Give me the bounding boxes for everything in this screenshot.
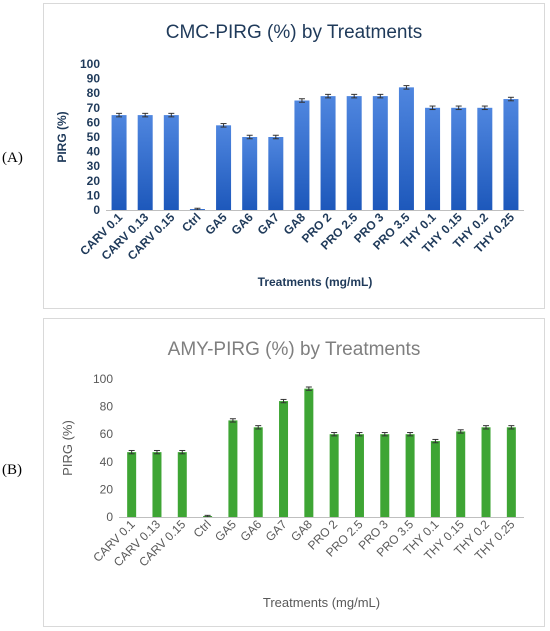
y-tick-label: 0 — [93, 203, 100, 217]
category-label: GA6 — [237, 517, 264, 544]
error-bar — [325, 93, 332, 99]
y-axis-label: PIRG (%) — [60, 420, 75, 476]
error-bar — [246, 134, 253, 140]
error-bar — [298, 98, 305, 103]
bar — [228, 420, 238, 517]
error-bar — [305, 386, 312, 391]
error-bar — [457, 429, 464, 434]
bar — [425, 107, 441, 210]
bar — [268, 137, 284, 210]
bar — [380, 434, 390, 517]
category-label: GA7 — [263, 517, 290, 544]
bar — [279, 401, 289, 517]
bar — [163, 115, 179, 210]
error-bar — [229, 418, 236, 423]
chart-amy-pirg-plot: AMY-PIRG (%) by Treatments 0 20 40 60 80 100 PI… — [60, 339, 524, 610]
category-label: GA5 — [202, 210, 230, 238]
bar — [503, 99, 519, 210]
bar — [216, 125, 232, 210]
error-bar — [429, 105, 436, 111]
bar — [329, 434, 339, 517]
bar — [477, 107, 493, 210]
y-tick-label: 100 — [80, 57, 100, 71]
bar — [456, 431, 466, 517]
error-bar — [331, 432, 338, 437]
panel-label-a: (A) — [2, 150, 23, 166]
y-tick-label: 0 — [106, 510, 113, 524]
error-bar — [483, 425, 490, 430]
y-tick-label: 20 — [87, 174, 101, 188]
error-bar — [116, 112, 123, 118]
bar — [506, 427, 516, 517]
bar — [152, 452, 162, 517]
bar — [346, 96, 362, 210]
bar — [372, 96, 388, 210]
y-tick-label: 60 — [100, 427, 114, 441]
bar — [294, 100, 310, 210]
error-bar — [255, 425, 262, 430]
y-tick-label: 60 — [87, 115, 101, 129]
category-label: Ctrl — [191, 517, 214, 540]
y-tick-label: 50 — [87, 130, 101, 144]
chart-cmc-pirg-plot: CMC-PIRG (%) by Treatments 01020304050607… — [55, 22, 524, 289]
bar — [320, 96, 336, 210]
error-bar — [407, 432, 414, 437]
y-tick-label: 90 — [87, 72, 101, 86]
y-tick-label: 80 — [87, 86, 101, 100]
bar — [111, 115, 127, 210]
y-tick-label: 10 — [87, 188, 101, 202]
error-bar — [351, 93, 358, 99]
chart-title: AMY-PIRG (%) by Treatments — [168, 339, 421, 360]
error-bar — [377, 93, 384, 99]
bar — [405, 434, 415, 517]
bar — [137, 115, 153, 210]
chart-title: CMC-PIRG (%) by Treatments — [166, 22, 423, 43]
x-axis-label: Treatments (mg/mL) — [258, 275, 373, 289]
error-bar — [153, 449, 160, 455]
error-bar — [403, 85, 410, 90]
bar — [398, 87, 414, 210]
error-bar — [220, 123, 227, 128]
bar — [481, 427, 491, 517]
error-bar — [356, 432, 363, 437]
bar — [354, 434, 364, 517]
chart-cmc-pirg: CMC-PIRG (%) by Treatments 0 10 20 30 40 50 60 7… — [43, 3, 545, 309]
panel-label-b: (B) — [2, 462, 22, 478]
bar — [177, 452, 187, 517]
y-tick-label: 20 — [100, 482, 114, 496]
bar — [451, 107, 467, 210]
error-bar — [481, 105, 488, 111]
bar — [304, 388, 314, 517]
error-bar — [179, 449, 186, 455]
error-bar — [508, 425, 515, 430]
bar — [430, 441, 440, 517]
error-bar — [381, 432, 388, 437]
error-bar — [272, 134, 279, 140]
y-tick-label: 100 — [93, 372, 113, 386]
error-bar — [455, 105, 462, 111]
error-bar — [280, 398, 287, 404]
error-bar — [128, 449, 135, 455]
bar — [253, 427, 263, 517]
error-bar — [142, 112, 149, 118]
y-tick-label: 40 — [87, 145, 101, 159]
y-tick-label: 30 — [87, 159, 101, 173]
x-axis-label: Treatments (mg/mL) — [263, 595, 380, 610]
chart-amy-pirg: AMY-PIRG (%) by Treatments 0 20 40 60 80 100 PI… — [43, 318, 545, 627]
y-tick-label: 70 — [87, 101, 101, 115]
error-bar — [507, 96, 514, 102]
y-axis-label: PIRG (%) — [55, 111, 69, 162]
y-tick-label: 80 — [100, 400, 114, 414]
y-tick-label: 40 — [100, 455, 114, 469]
category-label: GA7 — [255, 210, 283, 238]
category-label: GA5 — [212, 517, 239, 544]
category-label: GA6 — [228, 210, 256, 238]
error-bar — [432, 438, 439, 444]
category-label: Ctrl — [179, 210, 204, 235]
bar — [127, 452, 137, 517]
bar — [242, 137, 258, 210]
error-bar — [168, 112, 175, 118]
